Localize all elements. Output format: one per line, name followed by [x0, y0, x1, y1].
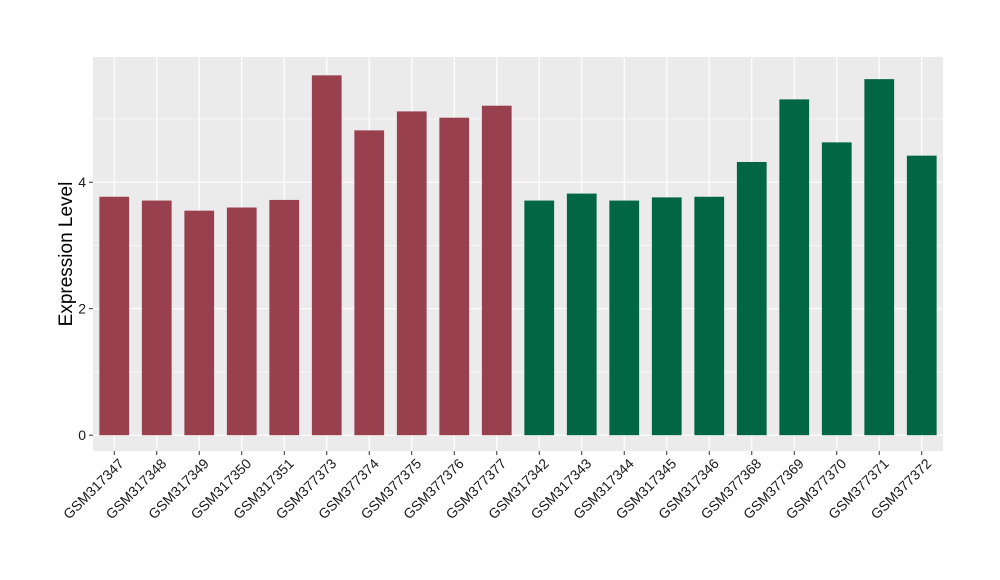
bar-GSM317346: [694, 196, 725, 436]
bar-GSM377368: [736, 161, 767, 436]
bar-GSM377373: [311, 75, 342, 436]
x-axis: GSM317347GSM317348GSM317349GSM317350GSM3…: [60, 451, 934, 522]
bar-GSM377372: [906, 155, 937, 436]
y-tick-label: 2: [78, 301, 86, 317]
bar-GSM377374: [354, 130, 385, 436]
bar-GSM317342: [524, 200, 555, 436]
bar-GSM317343: [566, 193, 597, 436]
bar-series: [99, 75, 937, 436]
bar-GSM377377: [481, 105, 512, 436]
bar-GSM317351: [269, 199, 300, 436]
bar-GSM377371: [864, 79, 895, 436]
plot-panel: [93, 57, 943, 451]
bar-GSM317345: [651, 197, 682, 436]
bar-GSM317350: [226, 207, 257, 436]
y-axis: 0 2 4: [78, 174, 93, 443]
bar-GSM317347: [99, 196, 130, 436]
bar-GSM317344: [609, 200, 640, 436]
bar-GSM377369: [779, 99, 810, 436]
bar-GSM377376: [439, 117, 470, 436]
bar-GSM377370: [821, 142, 852, 436]
bar-GSM317349: [184, 210, 215, 436]
y-tick-label: 4: [78, 174, 86, 190]
y-tick-label: 0: [78, 427, 86, 443]
y-axis-title: Expression Level: [56, 182, 77, 327]
bar-GSM377375: [396, 111, 427, 436]
bar-GSM317348: [141, 200, 172, 436]
